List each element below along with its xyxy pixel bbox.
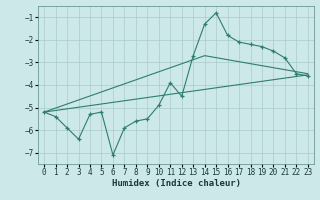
X-axis label: Humidex (Indice chaleur): Humidex (Indice chaleur)	[111, 179, 241, 188]
